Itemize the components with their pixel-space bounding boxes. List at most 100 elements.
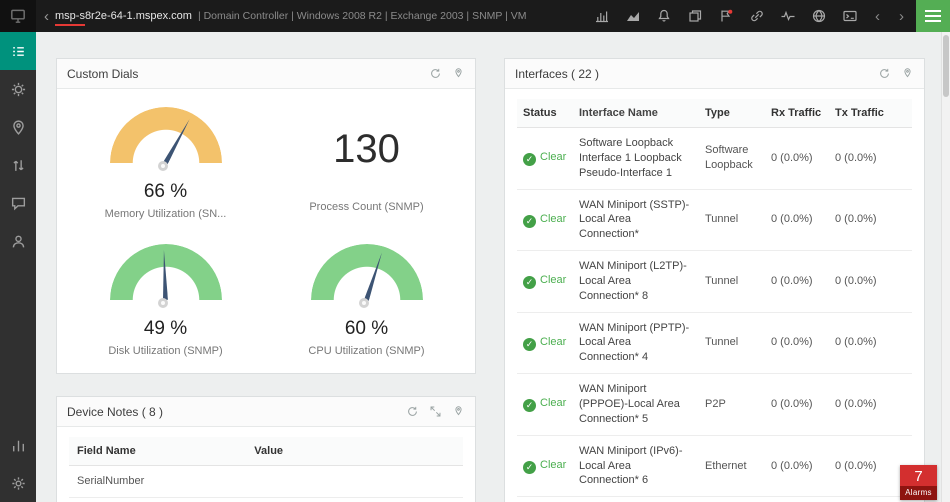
status-cell: Clear [517, 496, 573, 502]
device-notes-panel: Device Notes ( 8 ) Field Name Value [56, 396, 476, 502]
dial-label: Process Count (SNMP) [309, 201, 424, 213]
sidebar-item-settings[interactable] [0, 464, 36, 502]
traffic-arrows-icon [12, 159, 24, 171]
tx-traffic-value: 0 (0.0%) [829, 250, 912, 313]
sidebar-item-maps[interactable] [0, 108, 36, 146]
col-rx-traffic: Rx Traffic [765, 99, 829, 128]
pin-icon[interactable] [901, 67, 914, 80]
prev-device-chevron[interactable]: ‹ [875, 7, 880, 25]
sidebar-item-reports[interactable] [0, 426, 36, 464]
area-chart-icon[interactable] [625, 8, 641, 24]
col-tx-traffic: Tx Traffic [829, 99, 912, 128]
top-header: ‹ msp-s8r2e-64-1.mspex.com | Domain Cont… [0, 0, 950, 32]
interface-row[interactable]: Clear WAN Miniport (PPPOE)-Local Area Co… [517, 373, 912, 436]
alarm-bell-icon[interactable] [656, 8, 672, 24]
refresh-icon[interactable] [406, 405, 419, 418]
clear-status-icon [523, 337, 536, 351]
interface-row[interactable]: Clear WAN Miniport (Network Monitor)-Loc… [517, 496, 912, 502]
cpu-gauge [310, 244, 423, 308]
sidebar-item-traffic[interactable] [0, 146, 36, 184]
link-icon[interactable] [749, 8, 765, 24]
device-title[interactable]: msp-s8r2e-64-1.mspex.com [55, 10, 192, 26]
dial-label: CPU Utilization (SNMP) [308, 345, 425, 357]
right-column: Interfaces ( 22 ) Status Interface Name … [504, 58, 925, 502]
sidebar-item-inventory[interactable] [0, 32, 36, 70]
interface-type: Tunnel [699, 189, 765, 252]
dials-grid: 66 % Memory Utilization (SN... 130 Proce… [57, 89, 475, 373]
tx-traffic-value: 0 (0.0%) [829, 496, 912, 502]
copy-icon[interactable] [687, 8, 703, 24]
alarms-badge[interactable]: 7 Alarms [900, 465, 937, 500]
app-logo[interactable] [0, 0, 36, 32]
interface-row[interactable]: Clear Software Loopback Interface 1 Loop… [517, 127, 912, 190]
interface-type: P2P [699, 373, 765, 436]
interface-row[interactable]: Clear WAN Miniport (L2TP)-Local Area Con… [517, 250, 912, 313]
interface-row[interactable]: Clear WAN Miniport (PPTP)-Local Area Con… [517, 312, 912, 375]
monitor-logo-icon [11, 9, 25, 23]
pin-icon[interactable] [452, 67, 465, 80]
main-content: Custom Dials 66 % Memory Utilization (SN… [36, 32, 941, 502]
device-notes-table: Field Name Value SerialNumber Model [69, 437, 463, 502]
clear-status-icon [523, 153, 536, 167]
interface-name-link[interactable]: WAN Miniport (PPPOE)-Local Area Connecti… [573, 373, 699, 436]
note-field-name: SerialNumber [69, 465, 247, 498]
rx-traffic-value: 0 (0.0%) [765, 373, 829, 436]
map-pin-icon [12, 119, 24, 135]
scrollbar-thumb[interactable] [943, 35, 949, 97]
pulse-icon[interactable] [780, 8, 796, 24]
next-device-chevron[interactable]: › [899, 7, 904, 25]
globe-icon[interactable] [811, 8, 827, 24]
clear-status-icon [523, 460, 536, 474]
disk-gauge [109, 244, 222, 308]
resize-icon[interactable] [429, 405, 442, 418]
sidebar-item-chat[interactable] [0, 184, 36, 222]
menu-button[interactable] [916, 0, 950, 32]
interface-name-link[interactable]: WAN Miniport (PPTP)-Local Area Connectio… [573, 312, 699, 375]
back-chevron[interactable]: ‹ [44, 7, 49, 25]
status-cell: Clear [517, 127, 573, 190]
custom-dials-panel: Custom Dials 66 % Memory Utilization (SN… [56, 58, 476, 374]
col-status: Status [517, 99, 573, 128]
interface-type: Software Loopback [699, 127, 765, 190]
vertical-scrollbar[interactable] [941, 32, 950, 502]
interface-name-link[interactable]: WAN Miniport (SSTP)-Local Area Connectio… [573, 189, 699, 252]
interface-type: Ethernet [699, 496, 765, 502]
tx-traffic-value: 0 (0.0%) [829, 312, 912, 375]
rx-traffic-value: 0 (0.0%) [765, 127, 829, 190]
interface-row[interactable]: Clear WAN Miniport (IPv6)-Local Area Con… [517, 435, 912, 498]
pin-icon[interactable] [452, 405, 465, 418]
status-cell: Clear [517, 312, 573, 375]
interfaces-table-body: Clear Software Loopback Interface 1 Loop… [517, 127, 912, 502]
device-notes-table-body: SerialNumber Model [69, 465, 463, 502]
device-notes-header: Device Notes ( 8 ) [57, 397, 475, 427]
col-interface-name: Interface Name [573, 99, 699, 128]
note-field-value [246, 465, 463, 498]
interface-row[interactable]: Clear WAN Miniport (SSTP)-Local Area Con… [517, 189, 912, 252]
interface-name-link[interactable]: WAN Miniport (IPv6)-Local Area Connectio… [573, 435, 699, 498]
flag-notification-icon[interactable] [718, 8, 734, 24]
device-meta: | Domain Controller | Windows 2008 R2 | … [197, 10, 527, 22]
interface-name-link[interactable]: WAN Miniport (L2TP)-Local Area Connectio… [573, 250, 699, 313]
sidebar-item-user[interactable] [0, 222, 36, 260]
refresh-icon[interactable] [429, 67, 442, 80]
interface-name-link[interactable]: Software Loopback Interface 1 Loopback P… [573, 127, 699, 190]
dial-process-count: 130 Process Count (SNMP) [266, 107, 467, 220]
refresh-icon[interactable] [878, 67, 891, 80]
clear-status-icon [523, 276, 536, 290]
memory-gauge [109, 107, 222, 171]
status-label: Clear [540, 274, 567, 287]
process-count-value: 130 [333, 126, 400, 171]
sidebar-item-alerts[interactable] [0, 70, 36, 108]
clear-status-icon [523, 214, 536, 228]
interface-name-link[interactable]: WAN Miniport (Network Monitor)-Local Are… [573, 496, 699, 502]
dial-label: Memory Utilization (SN... [104, 208, 227, 220]
rx-traffic-value: 0 (0.0%) [765, 189, 829, 252]
tx-traffic-value: 0 (0.0%) [829, 189, 912, 252]
panel-title: Device Notes ( 8 ) [67, 404, 164, 419]
sidebar-spacer [0, 260, 36, 426]
bar-chart-icon[interactable] [594, 8, 610, 24]
status-label: Clear [540, 151, 567, 164]
device-note-row: Model [69, 497, 463, 502]
status-label: Clear [540, 458, 567, 471]
terminal-icon[interactable] [842, 8, 858, 24]
